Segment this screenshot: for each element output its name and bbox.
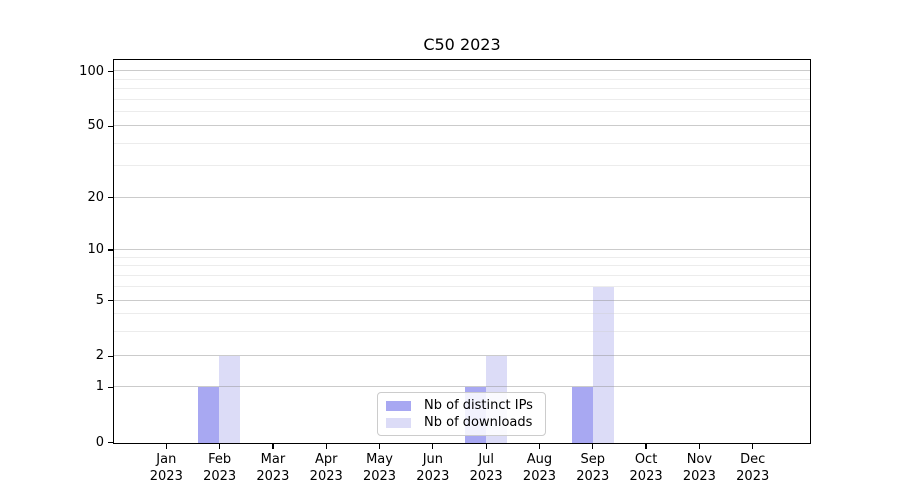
y-tick-label: 10 [87,242,104,257]
plot-area [113,59,811,444]
x-tick-mark [272,444,274,449]
gridline-major [114,125,810,127]
x-tick-mark [378,444,381,449]
legend: Nb of distinct IPs Nb of downloads [377,392,546,436]
x-tick-label: Jul 2023 [469,452,503,484]
x-tick-mark [538,444,541,449]
x-tick-mark [645,444,647,449]
x-tick-label: Apr 2023 [309,452,343,484]
gridline-minor [114,142,810,144]
y-tick-mark [108,249,113,251]
legend-item: Nb of downloads [386,415,537,430]
gridline-minor [114,165,810,167]
gridline-major [114,355,810,357]
y-tick-mark [108,442,113,444]
x-tick-label: Dec 2023 [736,452,770,484]
x-tick-label: May 2023 [362,452,397,484]
y-tick-label: 1 [95,379,104,395]
bar [198,387,220,443]
chart-title: C50 2023 [423,35,501,54]
y-tick-mark [108,355,113,357]
gridline-minor [114,98,810,100]
gridline-major [114,249,810,251]
y-tick-label: 2 [95,348,104,364]
bar [571,387,593,443]
legend-label: Nb of downloads [424,415,533,430]
x-tick-label: Jun 2023 [416,452,450,484]
y-tick-label: 50 [87,118,104,134]
legend-swatch-downloads [386,417,411,428]
y-tick-mark [108,125,113,127]
x-tick-mark [432,444,434,449]
gridline-minor [114,330,810,332]
gridline-major [114,70,810,72]
x-tick-label: Nov 2023 [682,452,716,484]
y-tick-mark [108,299,113,302]
bar [592,287,614,443]
gridline-minor [114,286,810,288]
y-tick-label: 5 [95,292,104,308]
gridline-minor [114,275,810,277]
x-tick-label: Oct 2023 [629,452,663,484]
gridline-minor [114,78,810,80]
gridline-minor [114,256,810,258]
y-tick-mark [108,71,113,73]
x-tick-mark [592,444,594,449]
y-tick-label: 0 [95,434,104,450]
x-tick-mark [325,444,327,449]
gridline-major [114,386,810,388]
x-tick-label: Feb 2023 [203,452,237,484]
x-tick-label: Sep 2023 [576,452,610,484]
gridline-minor [114,110,810,112]
legend-item: Nb of distinct IPs [386,398,537,413]
y-tick-label: 20 [87,189,104,205]
x-tick-mark [219,444,221,449]
x-tick-mark [485,444,487,449]
gridline-major [114,196,810,198]
legend-swatch-distinct-ips [386,400,411,411]
x-tick-label: Aug 2023 [522,452,557,484]
x-tick-mark [698,444,700,449]
gridline-minor [114,265,810,267]
legend-label: Nb of distinct IPs [424,398,533,413]
x-tick-mark [165,444,167,449]
x-tick-mark [752,444,754,449]
x-tick-label: Mar 2023 [256,452,290,484]
gridline-major [114,299,810,301]
y-tick-mark [108,386,113,388]
gridline-minor [114,88,810,90]
x-tick-label: Jan 2023 [149,452,183,484]
y-tick-label: 100 [79,63,104,79]
gridline-minor [114,313,810,315]
bar [219,356,241,443]
y-tick-mark [108,197,113,199]
